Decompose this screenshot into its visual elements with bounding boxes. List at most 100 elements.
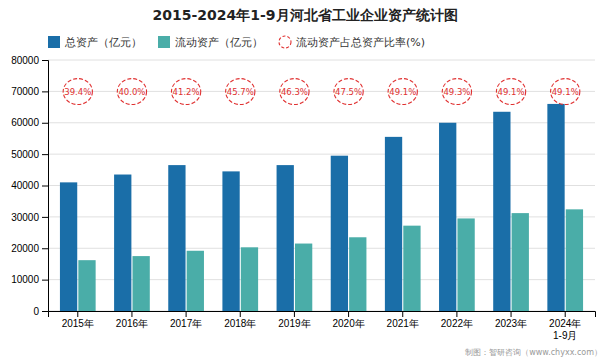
y-tick-mark <box>42 280 48 281</box>
bar <box>168 165 185 311</box>
y-tick: 80000 <box>11 55 48 66</box>
y-tick-label: 70000 <box>11 86 39 97</box>
y-tick-label: 0 <box>33 306 39 317</box>
y-tick-mark <box>42 123 48 124</box>
x-axis-line <box>49 312 596 318</box>
legend-label: 流动资产（亿元） <box>175 36 263 49</box>
bar <box>295 244 312 311</box>
legend-swatch <box>48 36 60 48</box>
bar <box>60 182 77 311</box>
grid <box>48 60 595 311</box>
y-tick-mark <box>42 154 48 155</box>
bar <box>277 165 294 311</box>
bar <box>241 247 258 311</box>
y-tick: 30000 <box>11 212 48 223</box>
x-tick-label-line: 2016年 <box>116 318 148 329</box>
grid-line <box>48 122 595 123</box>
y-tick-mark <box>42 248 48 249</box>
x-tick-label-line: 2015年 <box>62 318 94 329</box>
legend-swatch <box>158 36 170 48</box>
y-tick: 20000 <box>11 243 48 254</box>
bar <box>114 175 131 311</box>
bar <box>222 171 239 311</box>
y-tick-label: 80000 <box>11 55 39 66</box>
x-tick: 2017年 <box>170 311 202 329</box>
ratio-circle <box>63 79 92 105</box>
ratio-label: 49.3% <box>443 87 470 97</box>
plot: 0 10000 20000 30000 40000 50000 60000 70000 8000… <box>11 55 595 341</box>
x-tick-label: 2020年 <box>332 318 364 329</box>
ratio-circle <box>551 79 580 105</box>
y-tick-label: 10000 <box>11 274 39 285</box>
x-tick-mark <box>456 311 457 317</box>
ratio-label: 46.3% <box>281 87 308 97</box>
x-tick-label-line: 2019年 <box>278 318 310 329</box>
x-tick-label-line: 2020年 <box>332 318 364 329</box>
x-tick-mark <box>77 311 78 317</box>
legend-item: 流动资产占总资产比率(%) <box>279 36 425 49</box>
y-tick: 40000 <box>11 180 48 191</box>
x-tick-mark <box>402 311 403 317</box>
x-tick: 2023年 <box>495 311 527 329</box>
ratio-circle <box>117 79 146 105</box>
x-tick-mark <box>186 311 187 317</box>
y-tick-label: 30000 <box>11 212 39 223</box>
ratio-circle <box>280 79 309 105</box>
bar <box>187 251 204 311</box>
x-tick-label: 2017年 <box>170 318 202 329</box>
x-tick-mark <box>240 311 241 317</box>
bar <box>439 123 456 311</box>
x-tick-mark <box>511 311 512 317</box>
y-tick-mark <box>42 60 48 61</box>
legend-label: 流动资产占总资产比率(%) <box>296 36 425 49</box>
ratio-label: 47.5% <box>335 87 362 97</box>
legend: 总资产（亿元） 流动资产（亿元） 流动资产占总资产比率(%) <box>48 36 425 49</box>
x-tick: 2016年 <box>116 311 148 329</box>
bar <box>331 156 348 311</box>
ratio-labels: 39.4%40.0%41.2%45.7%46.3%47.5%49.1%49.3%… <box>64 87 578 97</box>
title: 2015-2024年1-9月河北省工业企业资产统计图 <box>152 7 457 23</box>
y-tick: 10000 <box>11 274 48 285</box>
bar <box>493 112 510 311</box>
bar-series <box>78 209 583 311</box>
x-tick: 2024年1-9月 <box>549 311 581 341</box>
x-tick-label: 2019年 <box>278 318 310 329</box>
x-tick-label: 2021年 <box>387 318 419 329</box>
ratio-label: 41.2% <box>173 87 200 97</box>
bar <box>512 213 529 311</box>
bar-series <box>60 104 565 311</box>
ratio-circle <box>334 79 363 105</box>
ratio-circle <box>388 79 417 105</box>
y-tick: 50000 <box>11 149 48 160</box>
y-tick-label: 20000 <box>11 243 39 254</box>
legend-label: 总资产（亿元） <box>64 36 142 49</box>
bar <box>547 104 564 311</box>
ratio-label: 49.1% <box>552 87 579 97</box>
y-tick: 60000 <box>11 117 48 128</box>
x-tick-label: 2022年 <box>441 318 473 329</box>
y-tick-label: 50000 <box>11 149 39 160</box>
y-tick-mark <box>42 91 48 92</box>
x-tick-mark <box>131 311 132 317</box>
bar <box>132 256 149 311</box>
x-tick-label: 2018年 <box>224 318 256 329</box>
x-tick-label-line: 2023年 <box>495 318 527 329</box>
bar <box>349 237 366 311</box>
x-tick-label: 2023年 <box>495 318 527 329</box>
x-tick-label: 2024年1-9月 <box>549 318 581 341</box>
x-tick-label-line: 2024年 <box>549 318 581 329</box>
bar <box>403 226 420 311</box>
ratio-circle <box>442 79 471 105</box>
grid-line <box>48 154 595 155</box>
grid-line <box>48 60 595 61</box>
footer: 制图：智研咨询（www.chyxx.com） <box>465 348 602 357</box>
chart: 2015-2024年1-9月河北省工业企业资产统计图 0 10000 20000 300… <box>0 0 610 359</box>
x-tick-label-line: 2022年 <box>441 318 473 329</box>
ratio-circle <box>226 79 255 105</box>
ratio-circle <box>171 79 200 105</box>
ratio-label: 49.1% <box>389 87 416 97</box>
ratio-label: 49.1% <box>498 87 525 97</box>
x-tick: 2022年 <box>441 311 473 329</box>
legend-item: 总资产（亿元） <box>48 36 142 49</box>
y-tick: 70000 <box>11 86 48 97</box>
